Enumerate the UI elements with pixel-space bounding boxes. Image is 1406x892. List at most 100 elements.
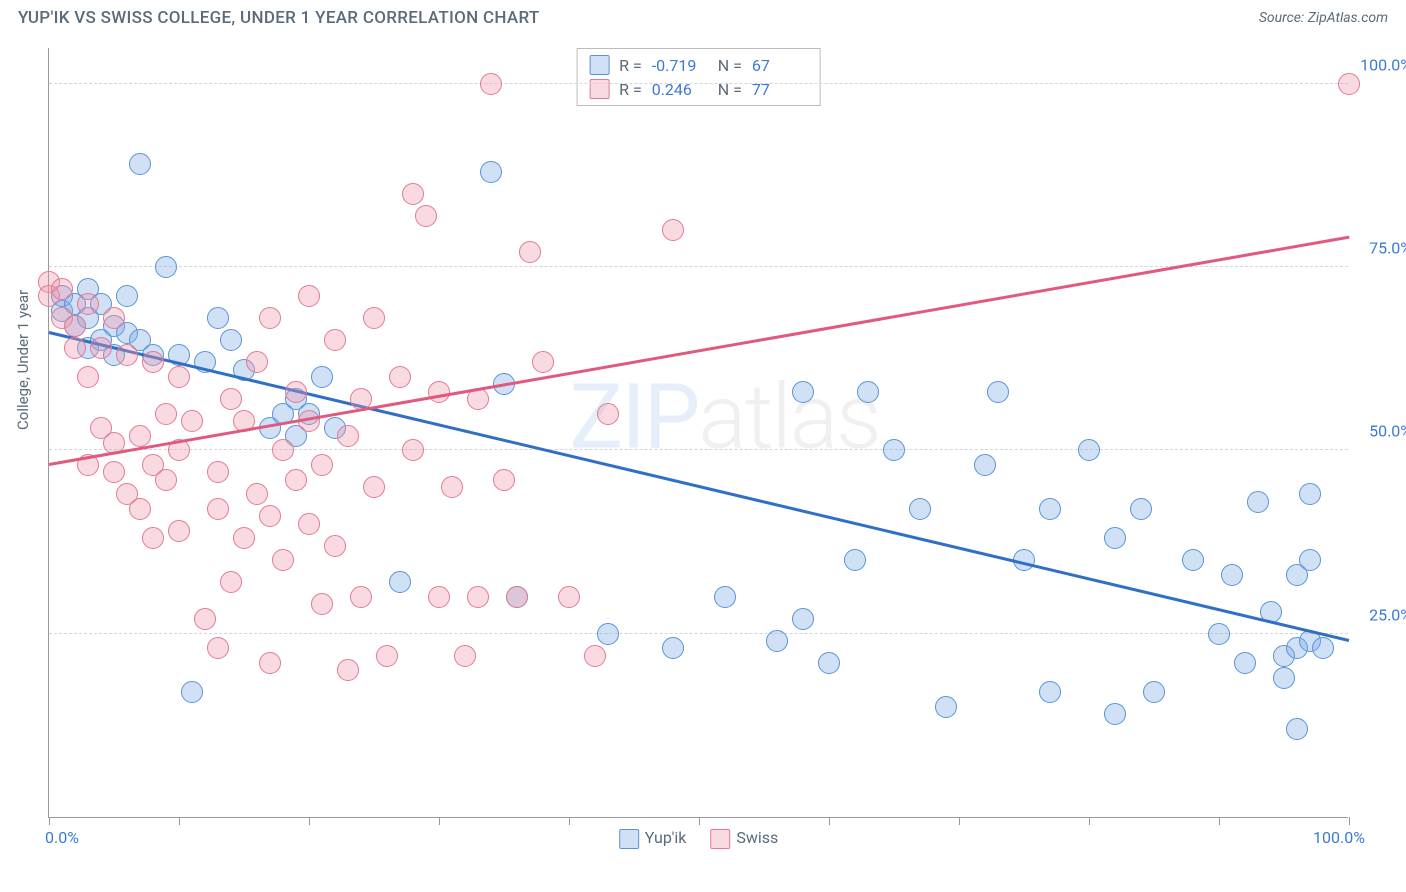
data-point: [1182, 549, 1204, 571]
data-point: [584, 645, 606, 667]
data-point: [519, 241, 541, 263]
data-point: [285, 469, 307, 491]
data-point: [597, 403, 619, 425]
stat-r-label: R =: [619, 56, 642, 75]
y-axis-label: College, Under 1 year: [14, 290, 32, 430]
data-point: [987, 381, 1009, 403]
data-point: [129, 425, 151, 447]
data-point: [415, 205, 437, 227]
data-point: [116, 285, 138, 307]
data-point: [181, 410, 203, 432]
data-point: [532, 351, 554, 373]
data-point: [220, 329, 242, 351]
data-point: [142, 351, 164, 373]
data-point: [1039, 498, 1061, 520]
trend-line: [49, 235, 1349, 465]
data-point: [324, 329, 346, 351]
data-point: [298, 285, 320, 307]
x-tick: [179, 817, 180, 825]
y-tick-label: 75.0%: [1369, 239, 1406, 258]
x-tick: [439, 817, 440, 825]
data-point: [506, 586, 528, 608]
data-point: [1221, 564, 1243, 586]
stats-row: R =0.246N =77: [589, 77, 808, 101]
data-point: [77, 293, 99, 315]
data-point: [311, 454, 333, 476]
data-point: [220, 571, 242, 593]
data-point: [324, 535, 346, 557]
data-point: [1078, 439, 1100, 461]
data-point: [142, 527, 164, 549]
x-tick: [699, 817, 700, 825]
data-point: [64, 315, 86, 337]
data-point: [376, 645, 398, 667]
data-point: [103, 307, 125, 329]
data-point: [220, 388, 242, 410]
data-point: [493, 469, 515, 491]
data-point: [246, 483, 268, 505]
data-point: [467, 586, 489, 608]
x-tick: [309, 817, 310, 825]
data-point: [168, 520, 190, 542]
data-point: [935, 696, 957, 718]
scatter-chart: ZIPatlas R =-0.719N =67R =0.246N =77 Yup…: [48, 48, 1348, 818]
gridline: [49, 633, 1348, 634]
data-point: [844, 549, 866, 571]
x-tick: [829, 817, 830, 825]
data-point: [311, 366, 333, 388]
legend-swatch: [710, 829, 730, 849]
data-point: [350, 586, 372, 608]
data-point: [428, 381, 450, 403]
stat-r-value: -0.719: [652, 56, 708, 75]
gridline: [49, 83, 1348, 84]
data-point: [207, 498, 229, 520]
stat-n-value: 67: [752, 56, 808, 75]
data-point: [454, 645, 476, 667]
x-tick: [1349, 817, 1350, 825]
data-point: [597, 623, 619, 645]
data-point: [207, 307, 229, 329]
data-point: [116, 344, 138, 366]
data-point: [1130, 498, 1152, 520]
data-point: [1247, 491, 1269, 513]
data-point: [662, 219, 684, 241]
data-point: [363, 476, 385, 498]
data-point: [168, 366, 190, 388]
data-point: [181, 681, 203, 703]
data-point: [1286, 718, 1308, 740]
data-point: [1312, 637, 1334, 659]
stat-n-label: N =: [718, 56, 742, 75]
data-point: [155, 403, 177, 425]
data-point: [402, 183, 424, 205]
data-point: [363, 307, 385, 329]
data-point: [558, 586, 580, 608]
legend-item: Yup'ik: [619, 828, 687, 849]
data-point: [1299, 549, 1321, 571]
data-point: [1338, 73, 1360, 95]
data-point: [857, 381, 879, 403]
data-point: [272, 549, 294, 571]
trend-line: [49, 331, 1350, 641]
data-point: [1299, 483, 1321, 505]
stats-row: R = -0.719 N = 67: [589, 53, 808, 77]
data-point: [389, 366, 411, 388]
data-point: [662, 637, 684, 659]
stats-legend-box: R = -0.719 N = 67 R =0.246N =77: [576, 48, 821, 106]
x-tick: [1089, 817, 1090, 825]
data-point: [480, 161, 502, 183]
data-point: [428, 586, 450, 608]
data-point: [77, 366, 99, 388]
data-point: [714, 586, 736, 608]
data-point: [155, 469, 177, 491]
data-point: [337, 659, 359, 681]
data-point: [766, 630, 788, 652]
x-tick: [49, 817, 50, 825]
data-point: [1039, 681, 1061, 703]
data-point: [207, 461, 229, 483]
data-point: [883, 439, 905, 461]
legend-swatch: [589, 55, 609, 75]
series-legend: Yup'ikSwiss: [619, 828, 779, 849]
data-point: [207, 637, 229, 659]
x-tick: [1219, 817, 1220, 825]
data-point: [194, 608, 216, 630]
